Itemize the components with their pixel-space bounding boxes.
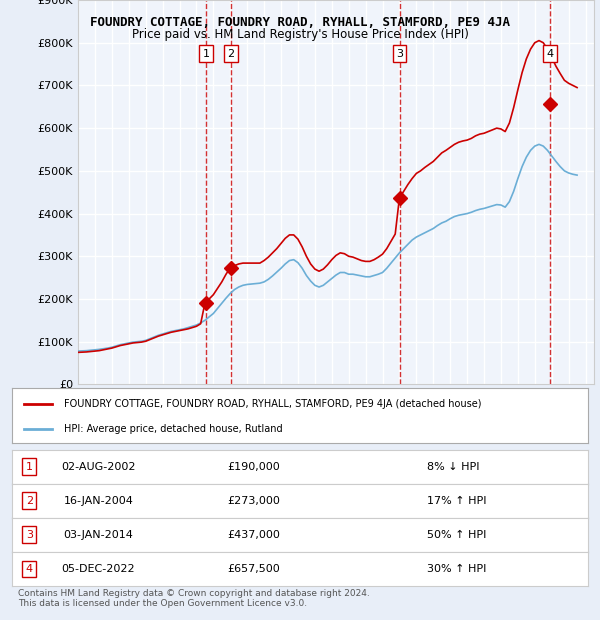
Text: 3: 3 <box>396 49 403 59</box>
Text: Contains HM Land Registry data © Crown copyright and database right 2024.
This d: Contains HM Land Registry data © Crown c… <box>18 589 370 608</box>
Text: Price paid vs. HM Land Registry's House Price Index (HPI): Price paid vs. HM Land Registry's House … <box>131 28 469 41</box>
Text: 03-JAN-2014: 03-JAN-2014 <box>64 529 133 540</box>
Text: 4: 4 <box>26 564 33 574</box>
Text: 2: 2 <box>227 49 235 59</box>
Text: £437,000: £437,000 <box>227 529 280 540</box>
Text: 05-DEC-2022: 05-DEC-2022 <box>62 564 135 574</box>
Text: £657,500: £657,500 <box>227 564 280 574</box>
Text: 8% ↓ HPI: 8% ↓ HPI <box>427 461 479 472</box>
Text: 1: 1 <box>26 461 33 472</box>
Text: £190,000: £190,000 <box>227 461 280 472</box>
Text: 17% ↑ HPI: 17% ↑ HPI <box>427 495 486 506</box>
Text: FOUNDRY COTTAGE, FOUNDRY ROAD, RYHALL, STAMFORD, PE9 4JA: FOUNDRY COTTAGE, FOUNDRY ROAD, RYHALL, S… <box>90 16 510 29</box>
Text: HPI: Average price, detached house, Rutland: HPI: Average price, detached house, Rutl… <box>64 424 283 435</box>
Text: 4: 4 <box>547 49 554 59</box>
Text: 1: 1 <box>203 49 210 59</box>
Text: 16-JAN-2004: 16-JAN-2004 <box>64 495 133 506</box>
Text: 2: 2 <box>26 495 33 506</box>
Text: 02-AUG-2002: 02-AUG-2002 <box>61 461 136 472</box>
Text: 50% ↑ HPI: 50% ↑ HPI <box>427 529 486 540</box>
Text: FOUNDRY COTTAGE, FOUNDRY ROAD, RYHALL, STAMFORD, PE9 4JA (detached house): FOUNDRY COTTAGE, FOUNDRY ROAD, RYHALL, S… <box>64 399 481 409</box>
Text: £273,000: £273,000 <box>227 495 280 506</box>
Text: 30% ↑ HPI: 30% ↑ HPI <box>427 564 486 574</box>
Text: 3: 3 <box>26 529 33 540</box>
